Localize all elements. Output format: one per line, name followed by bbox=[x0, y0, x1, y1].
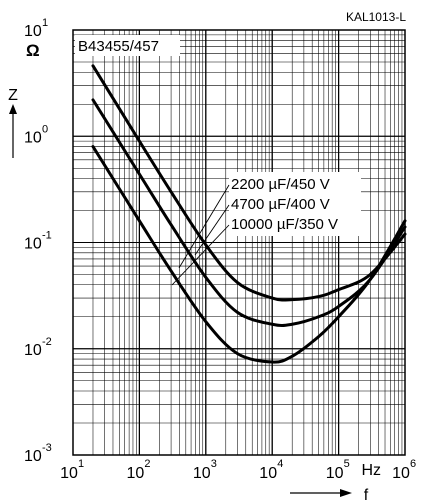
y-axis-title: Z bbox=[8, 87, 18, 104]
x-tick-label: 10 bbox=[193, 465, 211, 482]
x-tick-label: 10 bbox=[259, 465, 277, 482]
impedance-curve-2 bbox=[91, 98, 407, 327]
x-tick-exponent: 5 bbox=[344, 458, 350, 470]
x-tick-label: 10 bbox=[392, 465, 410, 482]
impedance-curve-3 bbox=[91, 145, 407, 364]
legend: 2200 µF/450 V 4700 µF/400 V 10000 µF/350… bbox=[171, 172, 361, 286]
y-tick-exponent: -1 bbox=[42, 230, 52, 242]
series-label-box bbox=[75, 35, 180, 56]
legend-leader-3 bbox=[171, 224, 230, 286]
y-tick-label: 10 bbox=[24, 236, 42, 253]
legend-label-3: 10000 µF/350 V bbox=[231, 216, 338, 233]
x-axis-unit: Hz bbox=[361, 462, 381, 479]
x-axis-title: f bbox=[364, 487, 369, 504]
x-tick-label: 10 bbox=[326, 465, 344, 482]
y-tick-label: 10 bbox=[24, 448, 42, 465]
legend-label-1: 2200 µF/450 V bbox=[231, 176, 330, 193]
y-axis-unit: Ω bbox=[26, 41, 40, 60]
legend-box bbox=[229, 172, 361, 236]
series-label: B43455/457 bbox=[78, 38, 159, 55]
y-tick-label: 10 bbox=[24, 342, 42, 359]
plot-frame bbox=[72, 29, 406, 456]
legend-leader-2 bbox=[194, 204, 230, 256]
legend-label-2: 4700 µF/400 V bbox=[231, 196, 330, 213]
y-tick-exponent: -2 bbox=[42, 336, 52, 348]
x-tick-label: 10 bbox=[127, 465, 145, 482]
impedance-curve-1 bbox=[91, 64, 407, 302]
x-tick-exponent: 4 bbox=[277, 458, 283, 470]
x-tick-exponent: 1 bbox=[78, 458, 84, 470]
y-tick-exponent: 0 bbox=[42, 123, 48, 135]
y-tick-exponent: -3 bbox=[42, 442, 52, 454]
x-tick-exponent: 3 bbox=[211, 458, 217, 470]
y-axis-arrowhead bbox=[9, 104, 17, 114]
x-tick-exponent: 2 bbox=[144, 458, 150, 470]
grid bbox=[73, 30, 405, 455]
curves bbox=[91, 64, 407, 364]
legend-leader-1 bbox=[178, 184, 230, 269]
y-tick-exponent: 1 bbox=[42, 17, 48, 29]
y-tick-label: 10 bbox=[24, 129, 42, 146]
x-axis-arrowhead bbox=[340, 489, 352, 497]
x-tick-label: 10 bbox=[60, 465, 78, 482]
y-tick-label: 10 bbox=[24, 23, 42, 40]
chart-code: KAL1013-L bbox=[346, 10, 406, 24]
x-tick-exponent: 6 bbox=[410, 458, 416, 470]
